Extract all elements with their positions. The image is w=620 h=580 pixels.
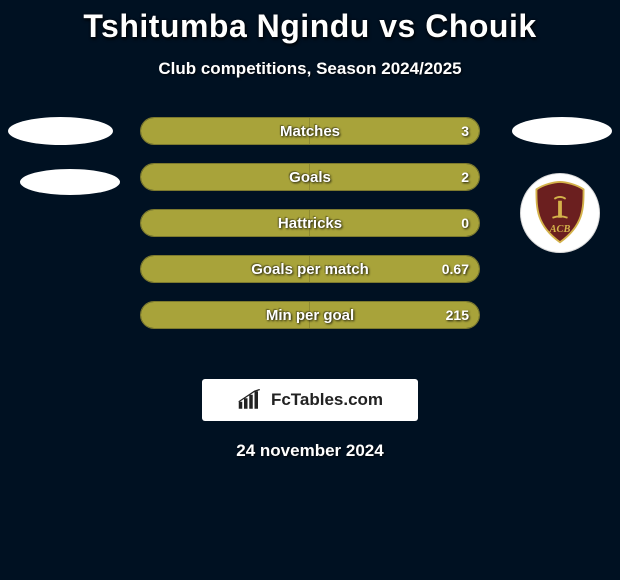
branding-text: FcTables.com <box>271 390 383 410</box>
stat-value-right: 215 <box>446 307 469 323</box>
stat-row: Goals per match 0.67 <box>140 255 480 283</box>
stat-fill-left <box>141 164 310 190</box>
stat-value-right: 2 <box>461 169 469 185</box>
subtitle: Club competitions, Season 2024/2025 <box>0 59 620 79</box>
stat-label: Min per goal <box>266 307 354 324</box>
stat-label: Goals <box>289 169 331 186</box>
club-crest-icon: ACB <box>531 180 589 246</box>
club-crest-right: ACB <box>520 173 600 253</box>
stat-row: Hattricks 0 <box>140 209 480 237</box>
comparison-stage: ACB Matches 3 Goals 2 Hattricks 0 <box>0 117 620 357</box>
crest-letters: ACB <box>549 224 571 235</box>
stat-value-right: 3 <box>461 123 469 139</box>
stat-label: Hattricks <box>278 215 342 232</box>
player-right-photo-placeholder <box>512 117 612 145</box>
player-left-photo-placeholder-2 <box>20 169 120 195</box>
stat-label: Matches <box>280 123 340 140</box>
stat-bars: Matches 3 Goals 2 Hattricks 0 Goals per … <box>140 117 480 347</box>
page-title: Tshitumba Ngindu vs Chouik <box>0 0 620 45</box>
stat-value-right: 0 <box>461 215 469 231</box>
branding-badge: FcTables.com <box>202 379 418 421</box>
stat-value-right: 0.67 <box>442 261 469 277</box>
stat-row: Min per goal 215 <box>140 301 480 329</box>
stat-label: Goals per match <box>251 261 369 278</box>
footer-date: 24 november 2024 <box>0 441 620 461</box>
stat-fill-right <box>310 164 479 190</box>
stat-row: Goals 2 <box>140 163 480 191</box>
player-left-photo-placeholder-1 <box>8 117 113 145</box>
bar-chart-icon <box>237 389 265 411</box>
stat-row: Matches 3 <box>140 117 480 145</box>
